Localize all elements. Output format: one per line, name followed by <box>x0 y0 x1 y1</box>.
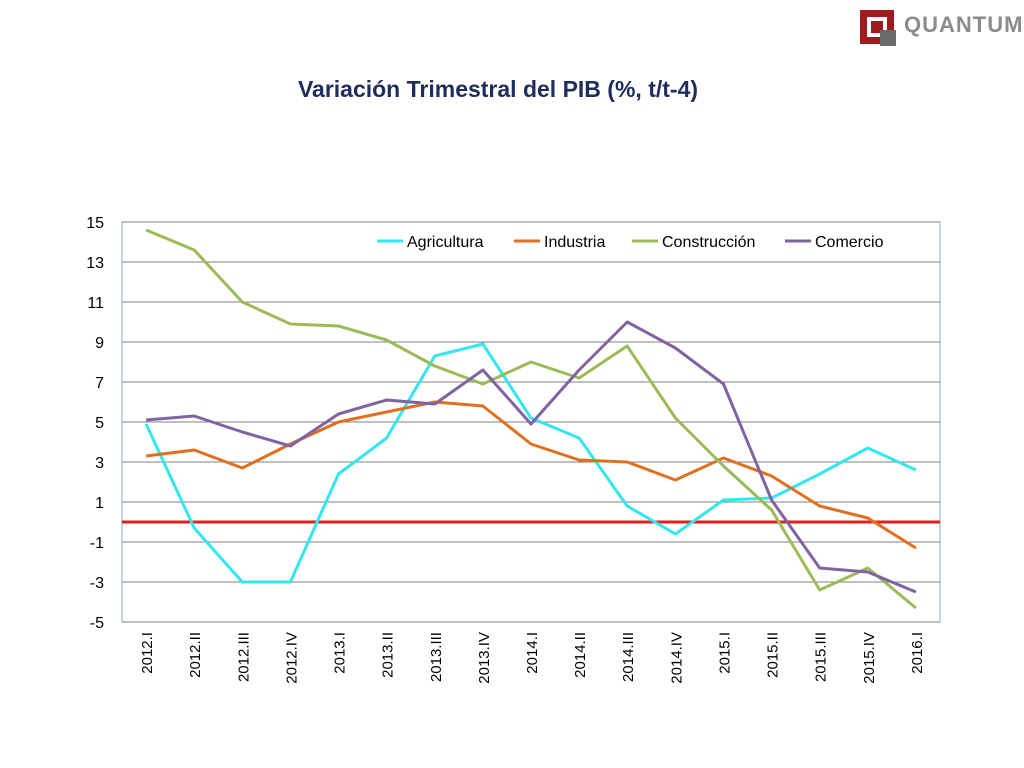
x-tick-label: 2012.III <box>235 632 252 682</box>
x-tick-label: 2015.II <box>765 632 782 678</box>
x-tick-label: 2014.I <box>524 632 541 674</box>
x-tick-label: 2012.IV <box>283 632 300 684</box>
series-line-industria <box>145 400 917 550</box>
y-axis-tick-labels: 15 13 11 9 7 5 3 1 -1 -3 -5 <box>86 215 104 632</box>
legend-label: Industria <box>544 234 605 251</box>
y-tick-label: -3 <box>90 575 104 592</box>
legend: Agricultura Industria Construcción Comercio <box>377 234 884 251</box>
quantum-logo-icon <box>860 10 896 46</box>
y-tick-label: -5 <box>90 615 104 632</box>
y-tick-label: 1 <box>95 495 104 512</box>
y-tick-label: 9 <box>95 335 104 352</box>
x-tick-label: 2015.IV <box>861 632 878 684</box>
legend-label: Construcción <box>662 234 755 251</box>
y-tick-label: 5 <box>95 415 104 432</box>
series-line-agricultura <box>144 342 917 584</box>
y-tick-label: 15 <box>86 215 104 232</box>
series-line-comercio <box>145 320 917 594</box>
y-tick-label: 13 <box>86 255 104 272</box>
x-axis-tick-labels: 2012.I 2012.II 2012.III 2012.IV 2013.I 2013.I… <box>139 632 926 684</box>
chart-title: Variación Trimestral del PIB (%, t/t-4) <box>297 76 699 102</box>
x-tick-label: 2012.I <box>139 632 156 674</box>
x-tick-label: 2012.II <box>187 632 204 678</box>
legend-label: Agricultura <box>407 234 484 251</box>
quantum-logo: QUANTUM <box>858 6 1024 50</box>
x-tick-label: 2016.I <box>909 632 926 674</box>
y-tick-label: -1 <box>90 535 104 552</box>
x-tick-label: 2013.II <box>380 632 397 678</box>
y-tick-label: 3 <box>95 455 104 472</box>
x-tick-label: 2014.II <box>572 632 589 678</box>
x-tick-label: 2013.III <box>428 632 445 682</box>
x-tick-label: 2015.III <box>813 632 830 682</box>
y-tick-label: 11 <box>87 295 104 312</box>
series-lines <box>144 228 917 610</box>
y-tick-label: 7 <box>95 375 104 392</box>
legend-label: Comercio <box>815 234 884 251</box>
x-tick-label: 2014.III <box>620 632 637 682</box>
x-tick-label: 2015.I <box>716 632 733 674</box>
brand-name: QUANTUM <box>904 12 1024 37</box>
x-tick-label: 2014.IV <box>668 632 685 684</box>
series-line-construccion <box>145 228 917 610</box>
x-tick-label: 2013.IV <box>476 632 493 684</box>
x-tick-label: 2013.I <box>332 632 349 674</box>
